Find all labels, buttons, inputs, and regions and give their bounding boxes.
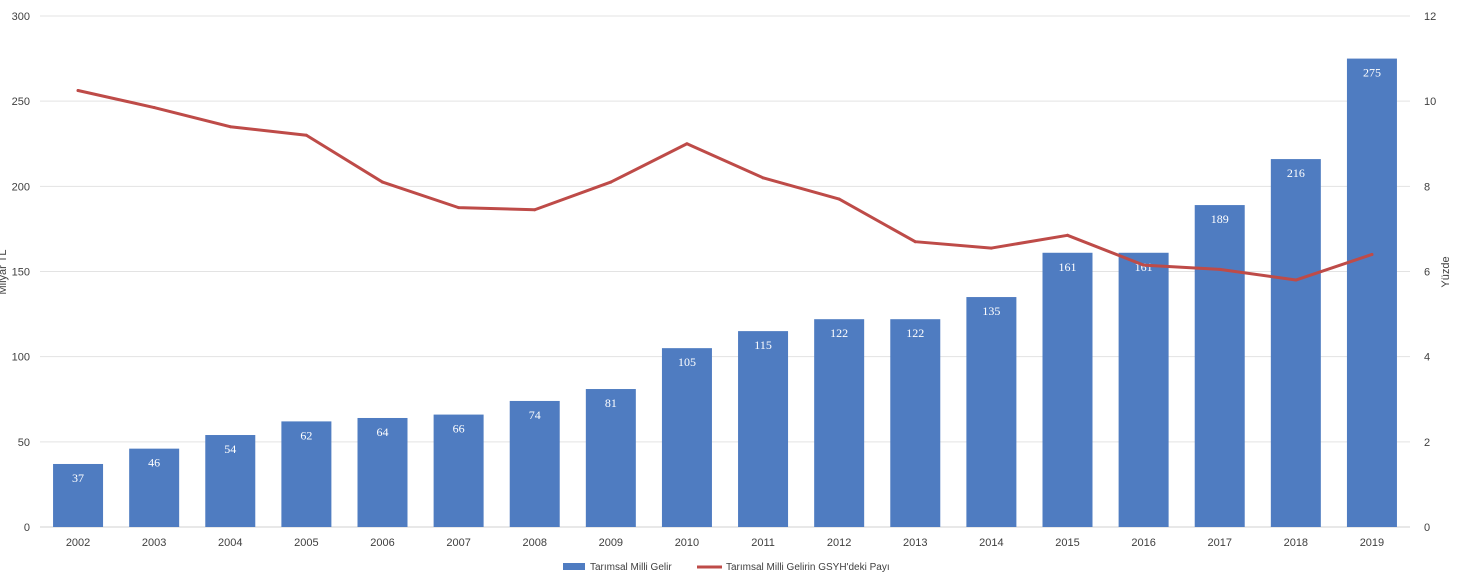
line-point: [228, 125, 232, 129]
bar: [129, 448, 180, 527]
bar: [890, 319, 941, 527]
line-point: [837, 197, 841, 201]
line-point: [1370, 252, 1374, 256]
bar: [1194, 205, 1245, 527]
bar-data-label: 46: [148, 456, 160, 470]
x-axis-tick-label: 2015: [1055, 537, 1079, 549]
y2-axis-tick-label: 8: [1424, 181, 1430, 193]
bar: [205, 435, 256, 527]
x-axis-tick-label: 2006: [370, 537, 394, 549]
y-axis-tick-label: 200: [12, 181, 30, 193]
bar-data-label: 105: [678, 355, 696, 369]
bar: [738, 331, 789, 527]
bar-data-label: 37: [72, 471, 84, 485]
bar-data-label: 66: [453, 422, 465, 436]
line-point: [1218, 267, 1222, 271]
line-point: [609, 180, 613, 184]
bar-data-label: 161: [1059, 260, 1077, 274]
line-point: [533, 208, 537, 212]
bar: [53, 463, 104, 527]
legend-label-bar: Tarımsal Milli Gelir: [590, 562, 672, 573]
y2-axis-tick-label: 10: [1424, 96, 1436, 108]
line-series: [76, 89, 1374, 282]
bar-data-label: 64: [377, 425, 389, 439]
line-point: [1066, 233, 1069, 237]
y-axis-tick-label: 300: [12, 11, 30, 23]
line-point: [989, 246, 993, 250]
bar-data-label: 122: [830, 326, 848, 340]
bar-data-label: 81: [605, 396, 617, 410]
y-axis-tick-label: 250: [12, 96, 30, 108]
x-axis-tick-label: 2017: [1207, 537, 1231, 549]
x-axis-tick-label: 2011: [751, 537, 775, 549]
bar: [357, 417, 408, 527]
x-axis-tick-label: 2005: [294, 537, 318, 549]
bar-data-label: 115: [754, 338, 772, 352]
x-axis-tick-label: 2003: [142, 537, 166, 549]
legend-swatch-bar: [563, 563, 585, 570]
x-axis-tick-label: 2013: [903, 537, 927, 549]
line-point: [1294, 278, 1298, 282]
x-axis-tick-label: 2014: [979, 537, 1003, 549]
x-axis-tick-label: 2016: [1131, 537, 1155, 549]
bar: [1346, 58, 1397, 527]
y2-axis-tick-label: 0: [1424, 522, 1430, 534]
y2-axis-tick-label: 2: [1424, 437, 1430, 449]
x-axis-tick-label: 2004: [218, 537, 242, 549]
x-axis-tick-label: 2010: [675, 537, 699, 549]
bar-data-label: 122: [906, 326, 924, 340]
bar-data-label: 189: [1211, 212, 1229, 226]
y-axis-tick-label: 0: [24, 522, 30, 534]
x-axis-tick-label: 2009: [599, 537, 623, 549]
line-point: [685, 142, 689, 146]
bar-data-label: 62: [300, 428, 312, 442]
line-point: [1142, 263, 1146, 267]
line-point: [76, 89, 80, 93]
y-axis-tick-label: 100: [12, 352, 30, 364]
bar-data-label: 135: [982, 304, 1000, 318]
bar: [433, 414, 484, 527]
line-point: [304, 133, 308, 137]
y-axis-tick-label: 150: [12, 267, 30, 279]
line-point: [457, 206, 461, 210]
line-point: [913, 240, 917, 244]
bar: [1270, 159, 1321, 527]
bar: [1042, 252, 1093, 527]
line-point: [381, 180, 384, 184]
y-axis-title: Milyar TL: [0, 249, 9, 294]
bar: [814, 319, 865, 527]
y2-axis-tick-label: 12: [1424, 11, 1436, 23]
x-axis-tick-label: 2019: [1360, 537, 1384, 549]
bar-data-label: 74: [529, 408, 541, 422]
y2-axis-tick-label: 6: [1424, 267, 1430, 279]
bar-data-label: 54: [224, 442, 236, 456]
bar: [966, 297, 1017, 527]
bar: [661, 348, 712, 527]
line-point: [152, 106, 156, 110]
y-axis-tick-label: 50: [18, 437, 30, 449]
x-axis-tick-label: 2007: [446, 537, 470, 549]
x-axis-tick-label: 2008: [522, 537, 546, 549]
line-point: [761, 176, 765, 180]
y2-axis-tick-label: 4: [1424, 352, 1430, 364]
bar: [281, 421, 332, 527]
legend-label-line: Tarımsal Milli Gelirin GSYH'deki Payı: [726, 562, 890, 573]
bar: [509, 400, 560, 527]
bar-data-label: 275: [1363, 66, 1381, 80]
x-axis-tick-label: 2002: [66, 537, 90, 549]
bar: [585, 389, 636, 527]
y2-axis-title: Yüzde: [1440, 256, 1452, 287]
bar: [1118, 252, 1169, 527]
bar-data-label: 216: [1287, 166, 1305, 180]
x-axis-tick-label: 2012: [827, 537, 851, 549]
x-axis-tick-label: 2018: [1284, 537, 1308, 549]
